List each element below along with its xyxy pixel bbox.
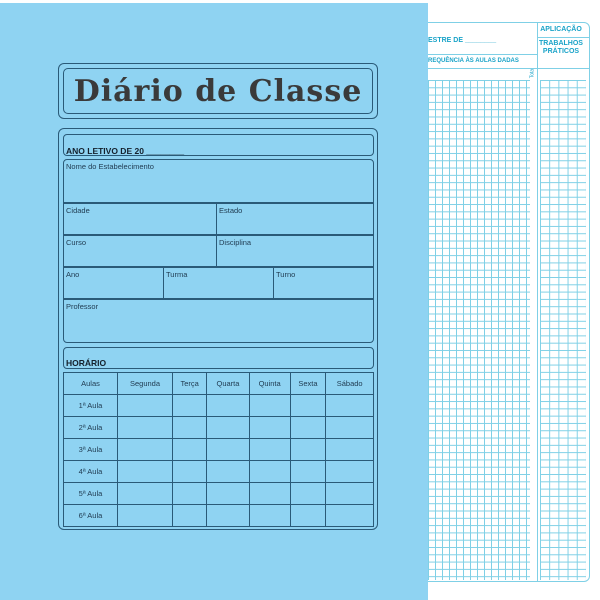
divider: [428, 68, 590, 69]
col-header: Sábado: [325, 372, 374, 395]
schedule-title: HORÁRIO: [63, 347, 374, 369]
schedule-table: Aulas Segunda Terça Quarta Quinta Sexta …: [63, 372, 374, 527]
schedule-cell: [117, 482, 173, 505]
schedule-cell: [289, 504, 327, 527]
row-label: 6ª Aula: [63, 504, 118, 527]
shift-field: Turno: [273, 267, 374, 299]
divider: [537, 37, 590, 38]
row-label: 2ª Aula: [63, 416, 118, 439]
attendance-label: REQUÊNCIA ÀS AULAS DADAS: [428, 58, 519, 64]
schedule-cell: [248, 438, 291, 461]
semester-label: ESTRE DE ________: [428, 37, 497, 44]
schedule-cell: [248, 504, 291, 527]
schedule-cell: [171, 438, 208, 461]
schedule-cell: [171, 416, 208, 439]
schedule-cell: [289, 438, 327, 461]
schedule-cell: [289, 416, 327, 439]
col-header: Segunda: [117, 372, 173, 395]
col-header: Terça: [171, 372, 208, 395]
schedule-cell: [171, 460, 208, 483]
schedule-cell: [325, 482, 374, 505]
schedule-cell: [325, 504, 374, 527]
city-field: Cidade: [63, 203, 217, 235]
schedule-cell: [206, 460, 250, 483]
schedule-cell: [289, 394, 327, 417]
divider: [537, 22, 538, 582]
row-label: 1ª Aula: [63, 394, 118, 417]
row-label: 4ª Aula: [63, 460, 118, 483]
class-field: Turma: [163, 267, 274, 299]
schedule-cell: [325, 394, 374, 417]
year-label: ANO LETIVO DE 20 ________: [63, 134, 374, 156]
schedule-cell: [289, 460, 327, 483]
teacher-field: Professor: [63, 299, 374, 343]
application-label: APLICAÇÃO: [540, 26, 582, 33]
attendance-grid: [428, 80, 530, 580]
table-header-row: Aulas Segunda Terça Quarta Quinta Sexta …: [63, 372, 374, 395]
schedule-cell: [117, 416, 173, 439]
table-row: 6ª Aula: [63, 504, 374, 527]
row-label: 3ª Aula: [63, 438, 118, 461]
col-header: Aulas: [63, 372, 118, 395]
schedule-cell: [117, 438, 173, 461]
schedule-cell: [171, 394, 208, 417]
divider: [428, 54, 537, 55]
schedule-cell: [206, 394, 250, 417]
title-frame: [58, 63, 378, 119]
practical-grid: [540, 80, 586, 580]
schedule-cell: [248, 460, 291, 483]
schedule-cell: [248, 416, 291, 439]
year-field: Ano: [63, 267, 164, 299]
schedule-cell: [206, 504, 250, 527]
state-field: Estado: [216, 203, 374, 235]
schedule-cell: [206, 482, 250, 505]
table-row: 1ª Aula: [63, 394, 374, 417]
table-row: 4ª Aula: [63, 460, 374, 483]
schedule-cell: [248, 482, 291, 505]
schedule-cell: [171, 504, 208, 527]
table-row: 3ª Aula: [63, 438, 374, 461]
cover-title: Diário de Classe: [63, 68, 373, 114]
row-label: 5ª Aula: [63, 482, 118, 505]
schedule-cell: [206, 438, 250, 461]
table-row: 5ª Aula: [63, 482, 374, 505]
schedule-cell: [206, 416, 250, 439]
schedule-cell: [248, 394, 291, 417]
schedule-cell: [289, 482, 327, 505]
col-header: Sexta: [289, 372, 327, 395]
schedule-cell: [117, 504, 173, 527]
form-frame: [58, 128, 378, 530]
col-header: Quinta: [248, 372, 291, 395]
schedule-cell: [325, 460, 374, 483]
course-field: Curso: [63, 235, 217, 267]
schedule-cell: [325, 438, 374, 461]
schedule-cell: [117, 394, 173, 417]
schedule-cell: [325, 416, 374, 439]
col-header: Quarta: [206, 372, 250, 395]
practical-label: TRABALHOS PRÁTICOS: [539, 40, 583, 55]
schedule-cell: [171, 482, 208, 505]
discipline-field: Disciplina: [216, 235, 374, 267]
establishment-field: Nome do Estabelecimento: [63, 159, 374, 203]
total-label: Total: [529, 67, 536, 79]
schedule-cell: [117, 460, 173, 483]
table-row: 2ª Aula: [63, 416, 374, 439]
